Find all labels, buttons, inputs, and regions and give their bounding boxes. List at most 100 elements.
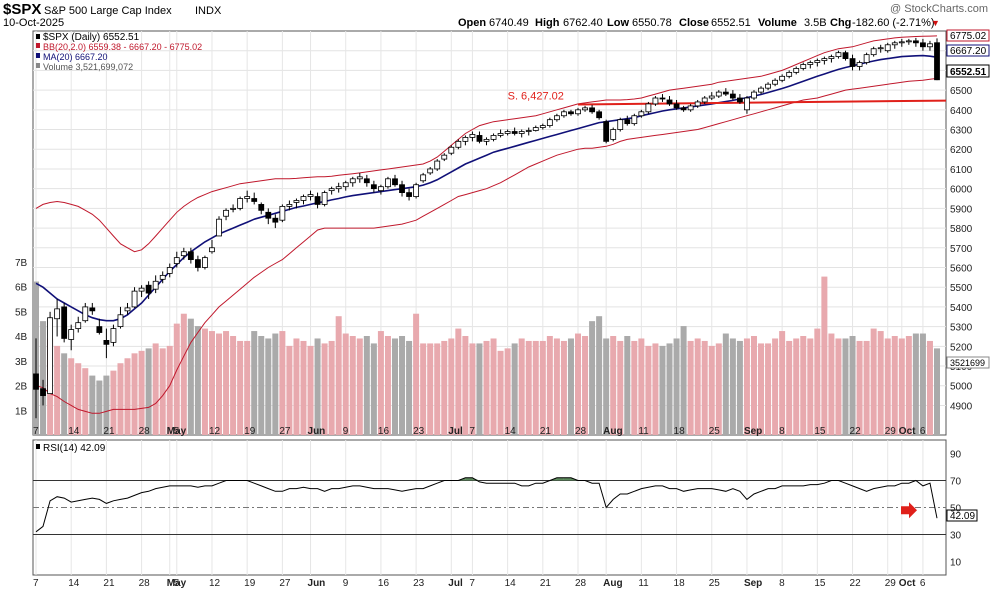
close-label: Close bbox=[679, 17, 709, 29]
candle-body bbox=[793, 68, 800, 73]
candle-body bbox=[856, 62, 863, 67]
volume-bar bbox=[497, 350, 504, 435]
candle-body bbox=[370, 184, 377, 190]
volume-tick-label: 1B bbox=[15, 406, 28, 417]
volume-bar bbox=[370, 343, 377, 435]
candle-body bbox=[687, 105, 694, 111]
open-value: 6740.49 bbox=[489, 17, 529, 29]
volume-bar bbox=[898, 338, 905, 435]
price-tick-label: 6400 bbox=[950, 106, 973, 117]
candle bbox=[187, 247, 194, 264]
date-tick-label: Aug bbox=[603, 578, 622, 589]
volume-bar bbox=[54, 345, 61, 435]
volume-bar bbox=[870, 328, 877, 435]
candle-body bbox=[891, 42, 898, 46]
candle bbox=[497, 129, 504, 138]
candle bbox=[912, 37, 919, 47]
candle bbox=[33, 338, 39, 419]
candle-body bbox=[575, 109, 581, 115]
volume-bar bbox=[807, 338, 814, 435]
date-tick-label: 11 bbox=[638, 426, 649, 437]
volume-bar bbox=[441, 340, 448, 435]
volume-bar bbox=[680, 326, 687, 435]
candle-body bbox=[539, 125, 546, 128]
volume-bar bbox=[420, 343, 427, 435]
candle-body bbox=[279, 205, 286, 221]
candle bbox=[624, 115, 631, 126]
price-tick-label: 5000 bbox=[950, 382, 973, 393]
date-tick-label: 12 bbox=[209, 578, 221, 589]
volume-value: 3.5B bbox=[804, 17, 827, 29]
volume-tick-label: 2B bbox=[15, 382, 28, 393]
volume-bar bbox=[314, 338, 321, 435]
candle-body bbox=[124, 307, 131, 312]
volume-bar bbox=[596, 316, 603, 435]
date-tick-label: 5 bbox=[174, 426, 180, 437]
candle-body bbox=[617, 119, 624, 130]
candle-body bbox=[293, 200, 300, 203]
volume-bar bbox=[821, 276, 828, 435]
candle-body bbox=[427, 168, 434, 174]
candle bbox=[814, 58, 821, 67]
volume-bar bbox=[377, 331, 384, 435]
volume-bar bbox=[321, 343, 328, 435]
date-tick-label: 29 bbox=[885, 426, 897, 437]
candle bbox=[659, 94, 666, 102]
candle bbox=[441, 153, 448, 162]
date-tick-label: 14 bbox=[505, 426, 517, 437]
candle-body bbox=[392, 178, 398, 186]
candle bbox=[779, 74, 786, 83]
candle-body bbox=[835, 52, 842, 58]
volume-bar bbox=[779, 331, 786, 435]
volume-bar bbox=[180, 313, 187, 435]
volume-bar bbox=[546, 336, 553, 435]
candle bbox=[511, 127, 518, 136]
volume-bar bbox=[560, 340, 567, 435]
candle-body bbox=[356, 176, 363, 180]
candle bbox=[680, 105, 687, 112]
candle bbox=[729, 90, 736, 100]
volume-bar bbox=[103, 375, 110, 435]
volume-bar bbox=[884, 338, 891, 435]
candle-body bbox=[680, 107, 687, 111]
candle bbox=[399, 180, 405, 197]
date-tick-label: 19 bbox=[244, 578, 256, 589]
volume-bar bbox=[223, 331, 230, 435]
volume-bar bbox=[96, 380, 103, 435]
volume-bar bbox=[758, 343, 765, 435]
index-name: S&P 500 Large Cap Index bbox=[44, 5, 172, 17]
open-label: Open bbox=[458, 17, 486, 29]
candle bbox=[891, 40, 898, 49]
volume-bar bbox=[476, 343, 483, 435]
date-tick-label: 25 bbox=[709, 426, 721, 437]
candle bbox=[666, 96, 673, 106]
volume-bar bbox=[300, 340, 307, 435]
candle bbox=[75, 316, 82, 333]
date-tick-label: 28 bbox=[139, 426, 151, 437]
candle bbox=[842, 50, 849, 61]
candle bbox=[349, 176, 356, 187]
candle bbox=[54, 299, 61, 337]
date-tick-label: Jul bbox=[448, 426, 463, 437]
candle bbox=[568, 109, 574, 116]
volume-bar bbox=[856, 340, 863, 435]
candle bbox=[385, 176, 391, 189]
candle bbox=[293, 198, 300, 209]
volume-bar bbox=[842, 338, 849, 435]
candle bbox=[934, 38, 940, 81]
candle bbox=[575, 107, 581, 116]
rsi-badge-box bbox=[946, 509, 978, 522]
price-tick-label: 5400 bbox=[950, 303, 973, 314]
volume-bar bbox=[82, 368, 89, 435]
rsi-badge: 42.09 bbox=[950, 511, 975, 522]
candle bbox=[202, 255, 208, 270]
date-tick-label: Sep bbox=[744, 578, 762, 589]
candle-body bbox=[96, 326, 103, 333]
candle-body bbox=[103, 340, 110, 345]
volume-bar bbox=[659, 345, 666, 435]
candle bbox=[920, 38, 926, 51]
candle-body bbox=[920, 42, 926, 48]
volume-bar bbox=[582, 336, 589, 435]
high-label: High bbox=[535, 17, 560, 29]
date-tick-label: 21 bbox=[103, 426, 115, 437]
